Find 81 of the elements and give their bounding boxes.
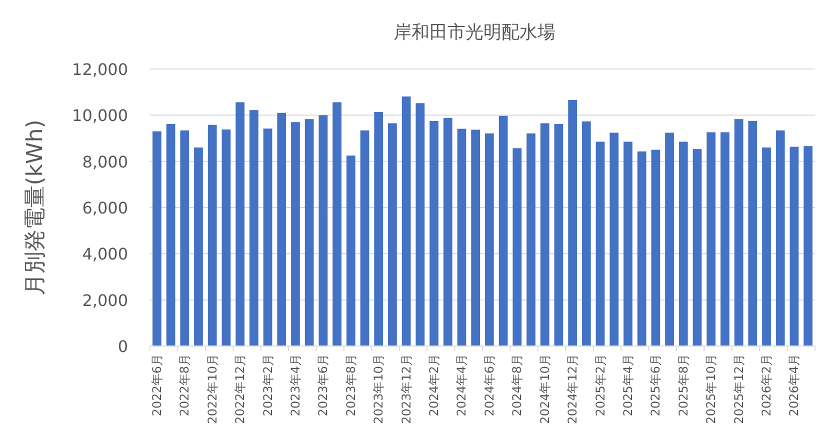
bar	[484, 133, 494, 346]
x-tick-label: 2024年12月	[566, 354, 580, 424]
x-tick-label: 2023年6月	[316, 354, 330, 416]
x-tick-label: 2025年6月	[648, 354, 663, 416]
bar	[776, 130, 785, 346]
bar	[526, 133, 536, 346]
x-tick-label: 2025年8月	[676, 354, 690, 416]
bar	[388, 123, 397, 346]
bar	[332, 102, 342, 346]
bar	[540, 123, 550, 346]
y-tick-label: 10,000	[72, 106, 128, 126]
x-tick-label: 2023年8月	[344, 354, 358, 416]
bar	[457, 128, 466, 346]
bar	[804, 146, 813, 346]
x-tick-label: 2024年4月	[454, 354, 469, 416]
bar	[678, 142, 688, 346]
bar	[263, 128, 272, 346]
bar	[402, 96, 411, 346]
y-tick-label: 6,000	[82, 198, 128, 218]
bar	[222, 129, 231, 346]
bar	[706, 132, 716, 346]
x-tick-label: 2022年6月	[150, 354, 164, 416]
bar	[471, 130, 480, 346]
bar	[651, 150, 660, 346]
x-tick-label: 2024年6月	[482, 354, 496, 416]
bar	[624, 142, 632, 346]
x-tick-label: 2025年4月	[620, 354, 635, 416]
bar	[152, 131, 162, 346]
bar	[346, 156, 356, 346]
x-tick-label: 2023年12月	[399, 354, 414, 424]
x-tick-label: 2026年4月	[787, 354, 802, 416]
y-tick-label: 8,000	[82, 152, 128, 172]
x-tick-label: 2023年4月	[288, 354, 302, 416]
bar	[194, 147, 203, 346]
bar	[318, 115, 328, 346]
x-tick-label: 2025年10月	[704, 354, 718, 424]
x-tick-label: 2026年2月	[760, 354, 774, 416]
y-tick-label: 0	[118, 337, 128, 356]
bar	[443, 118, 452, 346]
bar	[208, 124, 217, 346]
bar	[610, 132, 619, 346]
bar	[277, 112, 286, 346]
x-tick-label: 2022年10月	[205, 354, 220, 424]
y-tick-label: 12,000	[72, 60, 128, 79]
bar	[762, 147, 771, 346]
bar	[430, 120, 438, 346]
bar	[554, 124, 564, 346]
x-tick-label: 2022年8月	[178, 354, 192, 416]
bar	[734, 119, 744, 346]
bar	[637, 151, 646, 346]
x-tick-label: 2024年2月	[427, 354, 442, 416]
bar	[692, 149, 702, 346]
x-tick-label: 2025年12月	[732, 354, 746, 424]
bar	[512, 148, 522, 346]
y-tick-label: 4,000	[82, 244, 128, 264]
bar	[360, 130, 370, 346]
bar	[568, 100, 577, 346]
bar	[236, 102, 244, 346]
bar	[374, 112, 384, 346]
x-tick-label: 2024年10月	[538, 354, 552, 424]
x-tick-label: 2025年2月	[593, 354, 608, 416]
x-tick-label: 2024年8月	[510, 354, 524, 416]
y-tick-label: 2,000	[82, 290, 128, 310]
bar	[180, 130, 190, 346]
bar	[416, 103, 425, 346]
bar	[720, 132, 730, 346]
bar	[291, 122, 300, 346]
bar	[582, 121, 591, 346]
bar	[498, 116, 508, 346]
x-tick-label: 2023年10月	[372, 354, 386, 424]
x-tick-label: 2023年2月	[260, 354, 275, 416]
bar	[790, 146, 799, 346]
bar	[596, 142, 605, 346]
y-axis-title: 月別発電量(kWh)	[23, 120, 48, 296]
bar	[166, 124, 176, 346]
bar	[304, 119, 314, 346]
bar	[249, 110, 258, 346]
bar	[665, 132, 674, 346]
x-tick-label: 2022年12月	[233, 354, 248, 424]
chart-title: 岸和田市光明配水場	[394, 22, 556, 43]
bar	[748, 120, 758, 346]
